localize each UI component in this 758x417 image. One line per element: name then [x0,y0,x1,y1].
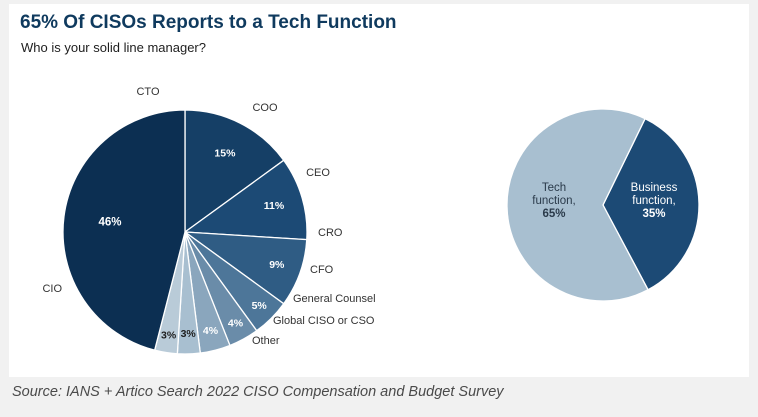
slice-value-cio: 46% [98,217,121,229]
slice-label-ceo: CEO [306,167,330,179]
slice-business-function [602,117,700,291]
slice-label-other: Other [252,335,280,347]
slice-value-general-counsel: 4% [203,325,219,337]
business-function-value: 35% [642,208,665,220]
slice-value-other: 3% [161,329,177,341]
slice-label-global-ciso-or-cso: Global CISO or CSO [273,315,375,327]
tech-function-value: 65% [542,208,565,220]
tech-function-label-line: Tech [542,182,566,194]
tech-function-label-line: function, [532,195,575,207]
business-function-label-line: Business [631,182,678,194]
slice-value-cro: 5% [252,300,268,312]
slice-tech-function [506,108,649,302]
slice-cio [62,109,186,351]
slice-label-cfo: CFO [310,264,334,276]
slice-value-coo: 11% [264,200,285,212]
slice-value-cto: 15% [214,147,236,159]
slice-coo [183,159,308,241]
slice-value-ceo: 9% [269,259,285,271]
chart-title: 65% Of CISOs Reports to a Tech Function [20,12,397,33]
business-function-label-line: function, [632,195,675,207]
slice-label-coo: COO [252,102,278,114]
charts-canvas: 46% CIO 15% CTO 11% COO 9% CEO 5% CRO 4% CFO 4% Gener… [42,86,700,355]
chart-subtitle: Who is your solid line manager? [21,40,206,55]
slice-label-general-counsel: General Counsel [293,293,376,305]
slice-cto [184,109,285,234]
slice-label-cio: CIO [42,283,62,295]
slice-value-cfo: 4% [228,318,244,330]
source-note: Source: IANS + Artico Search 2022 CISO C… [12,379,748,409]
slice-value-global-ciso-or-cso: 3% [181,328,197,340]
slice-label-cro: CRO [318,227,343,239]
manager-pie-chart: 46% CIO 15% CTO 11% COO 9% CEO 5% CRO 4% CFO 4% Gener… [42,86,376,355]
slice-label-cto: CTO [136,86,159,98]
